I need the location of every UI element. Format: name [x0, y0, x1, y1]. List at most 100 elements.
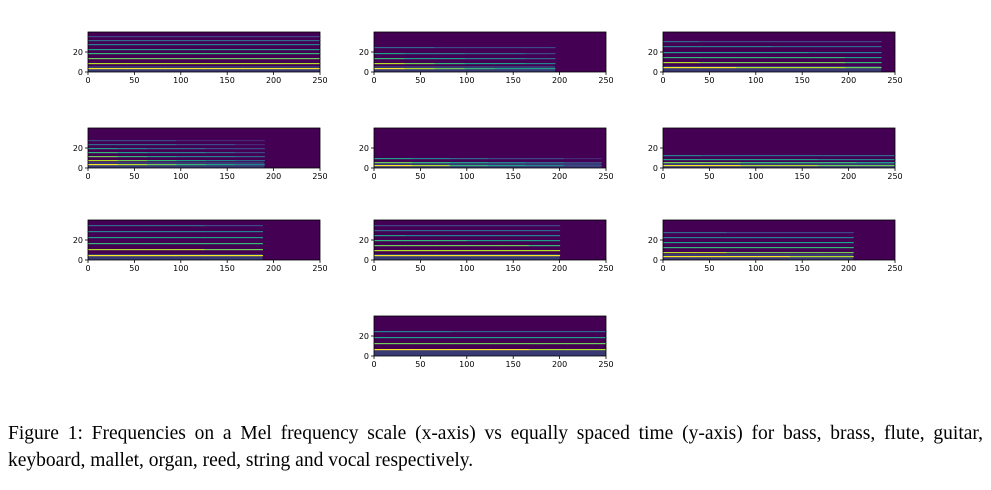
heatmap-cell — [204, 63, 244, 65]
heatmap-cell — [126, 68, 166, 70]
heatmap-cell — [817, 162, 857, 164]
x-tick-label: 150 — [220, 172, 235, 181]
x-tick-label: 150 — [795, 172, 810, 181]
heatmap-cell — [772, 46, 809, 48]
heatmap-cell — [487, 165, 527, 167]
x-tick-label: 150 — [795, 76, 810, 85]
heatmap-cell — [412, 337, 452, 339]
heatmap-cell — [404, 68, 435, 70]
spectrogram-svg: 0 50 100 150 200 250 0 20 — [359, 31, 614, 85]
heatmap-cell — [525, 162, 564, 164]
heatmap-cell — [88, 249, 118, 251]
heatmap-cell — [88, 58, 128, 60]
heatmap-cell — [117, 152, 148, 154]
heatmap-cell — [524, 47, 556, 49]
y-tick-label: 0 — [364, 352, 369, 361]
heatmap-energy — [88, 254, 263, 260]
heatmap-cell — [435, 230, 468, 232]
heatmap-cell — [234, 160, 265, 162]
heatmap-cell — [789, 237, 823, 239]
heatmap-cell — [204, 68, 244, 70]
x-tick-label: 150 — [506, 264, 521, 273]
heatmap-cell — [205, 144, 236, 146]
heatmap-cell — [701, 155, 741, 157]
heatmap-cell — [563, 165, 602, 167]
heatmap-cell — [699, 67, 737, 69]
x-tick-label: 100 — [459, 172, 474, 181]
x-tick-label: 0 — [85, 172, 90, 181]
heatmap-cell — [374, 225, 406, 227]
heatmap-cell — [88, 164, 118, 166]
heatmap-cell — [497, 255, 530, 257]
heatmap-cell — [726, 237, 759, 239]
heatmap-cell — [663, 155, 703, 157]
heatmap-cell — [126, 49, 166, 51]
heatmap-cell — [528, 331, 568, 333]
heatmap-cell — [772, 57, 809, 59]
x-tick-label: 250 — [312, 76, 327, 85]
heatmap-cell — [176, 164, 207, 166]
heatmap-cell — [233, 225, 263, 227]
x-tick-label: 100 — [748, 76, 763, 85]
heatmap-cell — [701, 159, 741, 161]
heatmap-cell — [117, 148, 148, 150]
heatmap-cell — [464, 68, 496, 70]
heatmap-cell — [88, 148, 118, 150]
x-tick-label: 200 — [552, 360, 567, 369]
heatmap-cell — [466, 250, 499, 252]
heatmap-cell — [242, 58, 282, 60]
heatmap-cell — [88, 160, 118, 162]
heatmap-cell — [808, 46, 846, 48]
x-tick-label: 200 — [841, 264, 856, 273]
heatmap-cell — [146, 152, 177, 154]
heatmap-cell — [412, 343, 452, 345]
x-tick-label: 0 — [660, 172, 665, 181]
heatmap-cell — [694, 252, 727, 254]
heatmap-cell — [374, 255, 406, 257]
heatmap-cell — [758, 232, 791, 234]
heatmap-cell — [844, 41, 882, 43]
x-tick-label: 100 — [748, 264, 763, 273]
heatmap-cell — [165, 49, 205, 51]
heatmap-cell — [117, 237, 147, 239]
heatmap-cell — [204, 53, 244, 55]
heatmap-cell — [466, 255, 499, 257]
heatmap-cell — [758, 247, 791, 249]
heatmap-cell — [205, 156, 236, 158]
heatmap-cell — [88, 243, 118, 245]
heatmap-cell — [817, 159, 857, 161]
x-tick-label: 0 — [660, 264, 665, 273]
heatmap-cell — [117, 164, 148, 166]
heatmap-cell — [126, 58, 166, 60]
heatmap-cell — [567, 349, 607, 351]
x-tick-label: 0 — [371, 172, 376, 181]
x-tick-label: 250 — [598, 360, 613, 369]
x-tick-label: 250 — [598, 264, 613, 273]
heatmap-cell — [146, 160, 177, 162]
heatmap-cell — [449, 165, 489, 167]
heatmap-cell — [528, 235, 561, 237]
x-tick-label: 100 — [173, 76, 188, 85]
heatmap-cell — [726, 256, 759, 258]
heatmap-cell — [726, 247, 759, 249]
heatmap-cell — [663, 46, 700, 48]
heatmap-cell — [404, 63, 435, 65]
heatmap-cell — [808, 52, 846, 54]
x-tick-label: 0 — [660, 76, 665, 85]
heatmap-cell — [204, 58, 244, 60]
heatmap-cell — [466, 245, 499, 247]
x-tick-label: 100 — [748, 172, 763, 181]
y-tick-label: 0 — [653, 68, 658, 77]
heatmap-cell — [821, 256, 854, 258]
x-tick-label: 50 — [129, 264, 139, 273]
x-tick-label: 150 — [506, 360, 521, 369]
heatmap-cell — [808, 41, 846, 43]
heatmap-cell — [374, 63, 405, 65]
heatmap-cell — [165, 44, 205, 46]
heatmap-energy — [374, 350, 606, 356]
heatmap-cell — [176, 152, 207, 154]
heatmap-cell — [789, 247, 823, 249]
heatmap-cell — [856, 162, 896, 164]
spectrogram-mallet: 0 50 100 150 200 250 0 20 — [645, 126, 905, 184]
heatmap-cell — [176, 148, 207, 150]
